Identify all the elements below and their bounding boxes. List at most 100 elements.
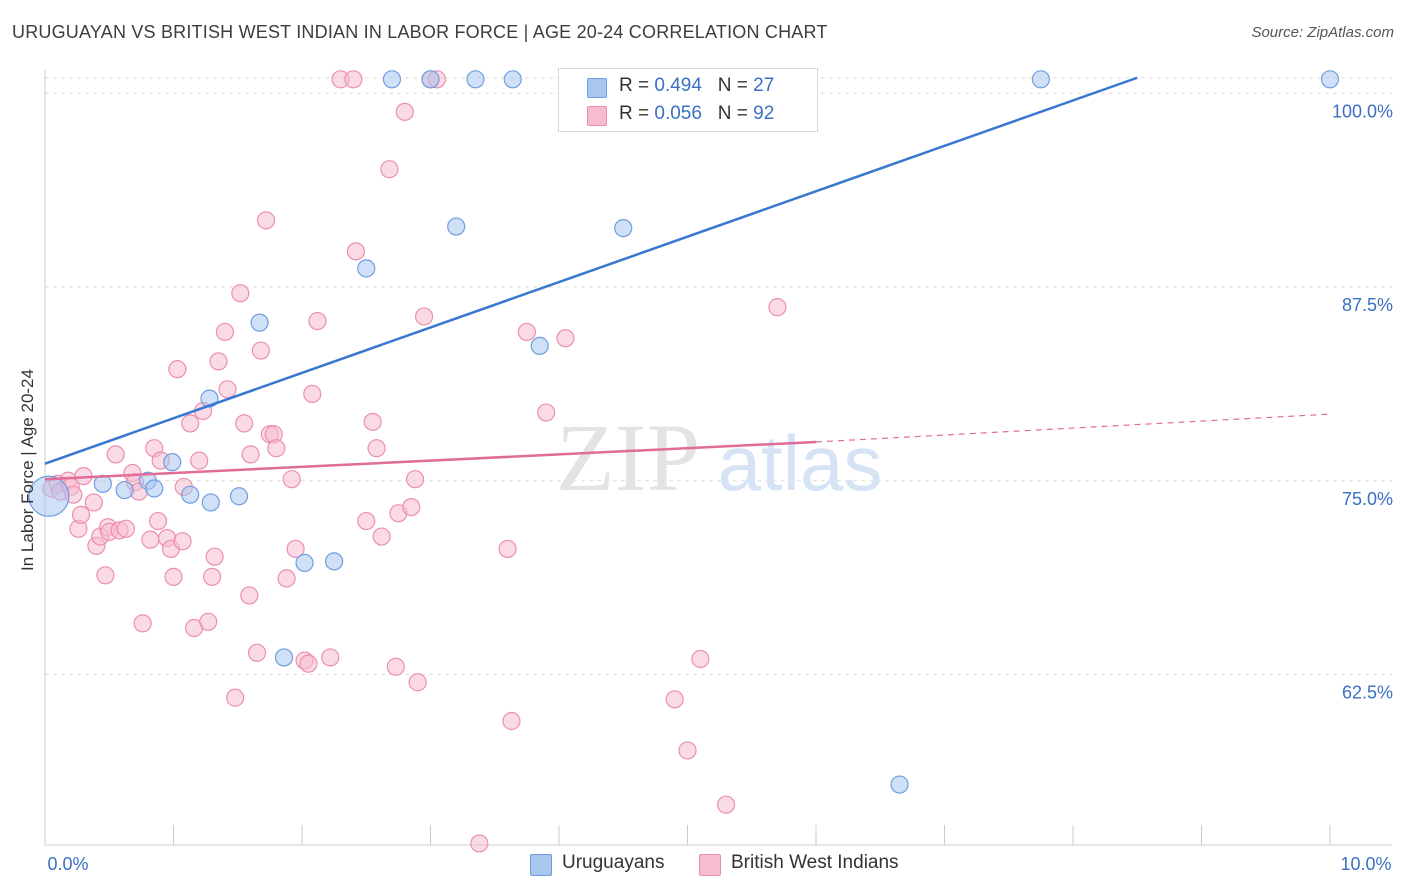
series-label-uruguayans: Uruguayans — [562, 852, 665, 873]
legend-n-label: N = — [717, 103, 754, 124]
data-point — [28, 475, 70, 517]
trend-line — [44, 440, 817, 481]
legend-n-value: 27 — [753, 75, 775, 96]
data-point — [116, 519, 136, 538]
data-point — [286, 539, 305, 559]
data-point — [240, 586, 259, 605]
data-point — [386, 657, 405, 676]
y-tick-label: 87.5% — [1342, 295, 1393, 315]
data-point — [325, 552, 344, 571]
data-point — [199, 612, 218, 631]
data-point — [267, 439, 286, 458]
trend-line — [44, 76, 1138, 465]
data-point — [537, 403, 556, 422]
data-point — [115, 480, 134, 500]
data-point — [405, 470, 425, 489]
data-point — [282, 470, 301, 489]
watermark-zip: ZIP — [556, 404, 700, 511]
x-tick-label: 10.0% — [1340, 854, 1391, 874]
data-point — [209, 352, 228, 371]
data-point — [201, 493, 220, 512]
data-point — [181, 414, 200, 433]
data-point — [148, 511, 168, 531]
data-point — [164, 567, 183, 586]
chart-title: URUGUAYAN VS BRITISH WEST INDIAN IN LABO… — [12, 22, 828, 42]
data-point — [1320, 70, 1340, 89]
data-point — [84, 493, 103, 512]
data-point — [145, 479, 164, 498]
data-point — [502, 711, 521, 731]
y-tick-label: 62.5% — [1342, 683, 1393, 703]
data-point — [421, 70, 440, 89]
data-point — [556, 329, 575, 348]
data-point — [890, 775, 909, 794]
legend-n-value: 92 — [753, 103, 775, 124]
data-point — [321, 648, 340, 667]
data-point — [141, 530, 160, 549]
y-tick-label: 100.0% — [1332, 101, 1393, 121]
data-point — [363, 412, 382, 431]
data-point — [235, 414, 254, 433]
data-point — [226, 688, 245, 707]
data-point — [1031, 70, 1050, 89]
data-point — [530, 336, 549, 355]
data-point — [357, 259, 376, 278]
data-point — [229, 487, 249, 506]
data-point — [133, 614, 152, 633]
data-point — [202, 567, 222, 586]
data-point — [173, 532, 192, 551]
legend-row-british-west-indians: R = 0.056 N = 92 — [559, 101, 817, 129]
data-point — [408, 673, 427, 692]
data-point — [614, 219, 633, 238]
data-point — [181, 485, 200, 504]
legend-r-value: 0.056 — [654, 103, 702, 124]
y-tick-label: 75.0% — [1342, 489, 1393, 509]
series-label-british-west-indians: British West Indians — [731, 852, 899, 873]
data-point — [295, 553, 314, 573]
data-point — [299, 654, 318, 673]
data-point — [251, 341, 270, 360]
watermark-atlas: atlas — [718, 419, 883, 507]
data-point — [250, 313, 269, 332]
data-point — [380, 160, 399, 179]
data-point — [402, 498, 421, 517]
series-swatch-pink — [699, 854, 721, 876]
data-point — [190, 451, 209, 470]
data-point — [414, 307, 434, 326]
data-point — [517, 322, 536, 342]
data-point — [498, 539, 517, 559]
data-point — [256, 211, 276, 230]
source-label: Source: ZipAtlas.com — [1251, 24, 1394, 41]
series-swatch-blue — [530, 854, 552, 876]
data-point — [205, 547, 224, 566]
data-point — [168, 360, 187, 379]
data-point — [382, 70, 402, 89]
data-point — [691, 649, 710, 669]
data-point — [241, 445, 260, 464]
data-point — [678, 741, 697, 760]
data-point — [768, 298, 787, 317]
legend-r-label: R = — [619, 103, 655, 124]
data-point — [231, 284, 250, 303]
data-point — [466, 70, 485, 89]
trend-line-extension — [815, 413, 1331, 443]
legend-r-label: R = — [619, 75, 655, 96]
data-point — [357, 511, 376, 531]
data-point — [308, 312, 327, 331]
data-point — [303, 384, 322, 404]
data-point — [372, 527, 391, 546]
data-point — [470, 834, 489, 853]
data-point — [96, 566, 115, 585]
data-point — [716, 795, 736, 814]
legend-n-label: N = — [717, 75, 754, 96]
data-point — [344, 70, 363, 89]
legend-swatch-pink — [587, 106, 607, 126]
data-point — [395, 102, 414, 121]
data-point — [274, 648, 294, 667]
data-point — [215, 322, 234, 342]
data-point — [218, 380, 237, 399]
legend-row-uruguayans: R = 0.494 N = 27 — [559, 73, 817, 101]
data-point — [247, 643, 267, 662]
data-point — [367, 439, 386, 458]
